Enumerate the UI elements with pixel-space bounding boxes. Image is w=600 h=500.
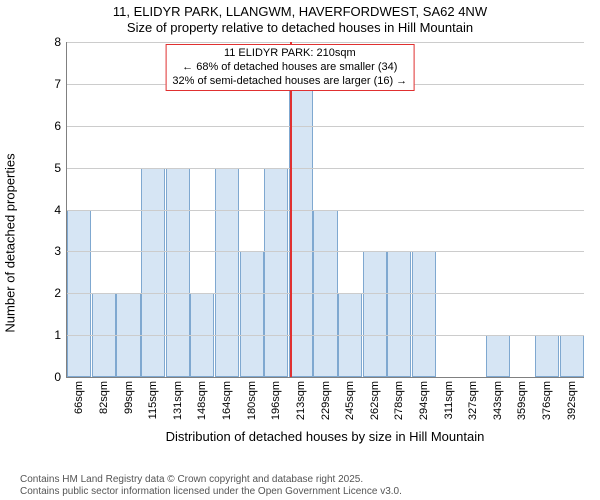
histogram-bar [141, 168, 165, 377]
y-tick-label: 0 [54, 370, 67, 384]
gridline [67, 210, 584, 211]
x-tick-label: 359sqm [516, 381, 528, 420]
y-tick-label: 2 [54, 286, 67, 300]
x-tick-label: 343sqm [492, 381, 504, 420]
x-tick-label: 376sqm [541, 381, 553, 420]
x-tick-label: 278sqm [393, 381, 405, 420]
title-line-2: Size of property relative to detached ho… [0, 20, 600, 36]
annotation-box: 11 ELIDYR PARK: 210sqm← 68% of detached … [165, 44, 414, 91]
x-tick-label: 148sqm [196, 381, 208, 420]
histogram-bar [387, 251, 411, 377]
histogram-bar [560, 335, 584, 377]
y-tick-label: 8 [54, 35, 67, 49]
histogram-bar [486, 335, 510, 377]
gridline [67, 293, 584, 294]
histogram-bar [240, 251, 264, 377]
y-tick-label: 3 [54, 244, 67, 258]
x-tick-label: 99sqm [123, 381, 135, 414]
gridline [67, 168, 584, 169]
y-tick-label: 6 [54, 119, 67, 133]
title-line-1: 11, ELIDYR PARK, LLANGWM, HAVERFORDWEST,… [0, 4, 600, 20]
histogram-bar [363, 251, 387, 377]
highlight-line [290, 42, 292, 377]
y-tick-label: 7 [54, 77, 67, 91]
x-tick-label: 245sqm [344, 381, 356, 420]
x-tick-label: 115sqm [147, 381, 159, 419]
x-tick-label: 262sqm [369, 381, 381, 420]
histogram-bar [215, 168, 239, 377]
y-tick-label: 1 [54, 328, 67, 342]
gridline [67, 42, 584, 43]
x-tick-label: 131sqm [172, 381, 184, 420]
histogram-bar [166, 168, 190, 377]
footer-line-2: Contains public sector information licen… [20, 486, 402, 498]
footer-line-1: Contains HM Land Registry data © Crown c… [20, 474, 402, 486]
histogram-bar [289, 84, 313, 377]
x-tick-label: 164sqm [221, 381, 233, 420]
x-tick-label: 327sqm [467, 381, 479, 420]
y-tick-label: 5 [54, 161, 67, 175]
x-tick-label: 213sqm [295, 381, 307, 420]
y-tick-label: 4 [54, 203, 67, 217]
x-tick-label: 82sqm [98, 381, 110, 414]
x-tick-label: 196sqm [270, 381, 282, 420]
x-tick-label: 392sqm [566, 381, 578, 420]
footer: Contains HM Land Registry data © Crown c… [20, 474, 402, 498]
annotation-line: ← 68% of detached houses are smaller (34… [172, 61, 407, 75]
gridline [67, 251, 584, 252]
plot-area: 01234567866sqm82sqm99sqm115sqm131sqm148s… [66, 42, 584, 378]
x-axis-label: Distribution of detached houses by size … [66, 429, 584, 444]
x-tick-label: 294sqm [418, 381, 430, 420]
chart-title: 11, ELIDYR PARK, LLANGWM, HAVERFORDWEST,… [0, 0, 600, 37]
histogram-bar [412, 251, 436, 377]
annotation-line: 32% of semi-detached houses are larger (… [172, 75, 407, 89]
y-axis-label: Number of detached properties [3, 153, 18, 332]
gridline [67, 126, 584, 127]
histogram-bar [535, 335, 559, 377]
x-tick-label: 229sqm [320, 381, 332, 420]
x-tick-label: 180sqm [246, 381, 258, 420]
x-tick-label: 311sqm [443, 381, 455, 419]
x-tick-label: 66sqm [73, 381, 85, 414]
histogram-bar [264, 168, 288, 377]
plot-wrap: Number of detached properties 0123456786… [30, 42, 590, 444]
gridline [67, 335, 584, 336]
annotation-line: 11 ELIDYR PARK: 210sqm [172, 47, 407, 61]
